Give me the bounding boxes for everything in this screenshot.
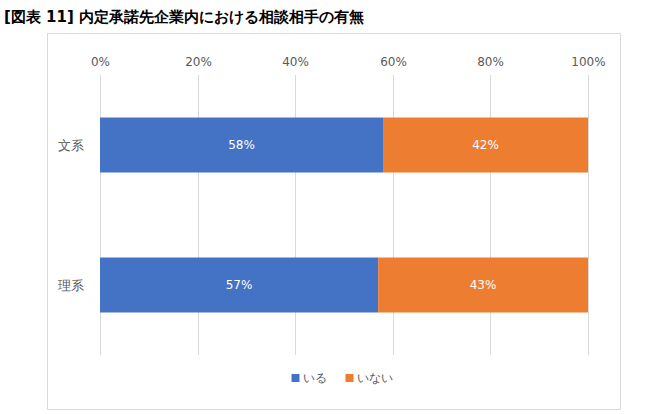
chart-svg: [図表 11] 内定承諾先企業内における相談相手の有無 0% 20% 40% 60% 80… [0, 0, 668, 414]
tick-label: 80% [477, 55, 504, 69]
bar-segment [378, 258, 588, 313]
bar-segment [100, 258, 378, 313]
grid-line [100, 75, 101, 355]
tick-label: 60% [380, 55, 407, 69]
bar-segment [383, 118, 588, 173]
tick-label: 0% [91, 55, 110, 69]
tick-label: 20% [185, 55, 212, 69]
legend-label: いる [303, 371, 327, 385]
category-label: 理系 [58, 278, 84, 293]
data-label: 43% [470, 278, 497, 292]
data-label: 42% [472, 138, 499, 152]
legend-swatch [292, 374, 300, 382]
data-label: 57% [226, 278, 253, 292]
legend-label: いない [357, 371, 393, 385]
title: [図表 11] 内定承諾先企業内における相談相手の有無 [4, 8, 364, 26]
data-labels: 58% 42% 57% 43% [226, 138, 499, 292]
grid-line [490, 75, 491, 355]
tick-label: 100% [571, 55, 605, 69]
grid-line [393, 75, 394, 355]
grid-line [198, 75, 199, 355]
page: {"chart_data": {"type": "bar", "orientat… [0, 0, 668, 414]
grid-line [295, 75, 296, 355]
chart-container: [図表 11] 内定承諾先企業内における相談相手の有無 0% 20% 40% 60% 80… [0, 0, 668, 414]
chart-frame [48, 34, 621, 410]
legend-swatch [346, 374, 354, 382]
legend: いる いない [292, 371, 393, 385]
grid-line [588, 75, 589, 355]
data-label: 58% [228, 138, 255, 152]
bars [100, 118, 588, 313]
bar-segment [100, 118, 383, 173]
category-label: 文系 [58, 138, 84, 153]
tick-label: 40% [282, 55, 309, 69]
